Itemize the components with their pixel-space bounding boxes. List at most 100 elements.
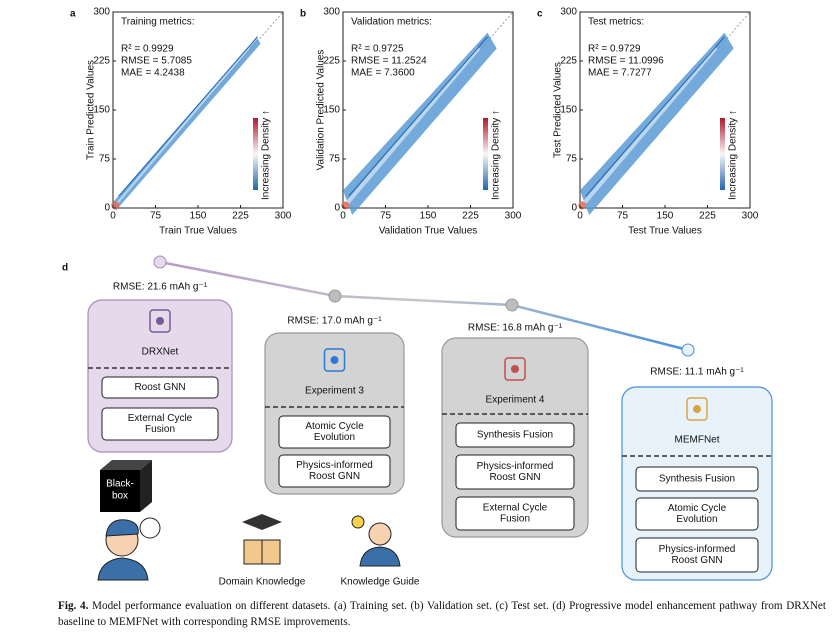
model-icon bbox=[323, 348, 346, 372]
y-tick-label: 225 bbox=[323, 56, 340, 67]
cube-front bbox=[100, 470, 140, 512]
blackbox-label: box bbox=[112, 491, 128, 502]
y-tick-label: 150 bbox=[93, 105, 110, 116]
component-label: Physics-informed bbox=[296, 460, 373, 471]
component-label: Evolution bbox=[676, 514, 717, 525]
density-core-edge bbox=[348, 36, 488, 197]
metric: RMSE = 11.2524 bbox=[351, 56, 427, 67]
density-core-edge bbox=[118, 36, 258, 197]
y-tick-label: 150 bbox=[323, 105, 340, 116]
y-tick-label: 225 bbox=[93, 56, 110, 67]
model-icon bbox=[504, 357, 526, 381]
metrics-title: Test metrics: bbox=[588, 17, 644, 28]
colorbar bbox=[483, 118, 488, 190]
x-tick-label: 0 bbox=[577, 211, 583, 222]
metrics-title: Training metrics: bbox=[121, 17, 195, 28]
x-tick-label: 225 bbox=[462, 211, 479, 222]
y-tick-label: 300 bbox=[93, 7, 110, 18]
component-box bbox=[278, 454, 391, 488]
caption: Fig. 4. Model performance evaluation on … bbox=[58, 598, 826, 630]
colorbar-label: Increasing Density ↑ bbox=[261, 110, 272, 200]
component-label: Physics-informed bbox=[659, 544, 736, 555]
x-tick-label: 150 bbox=[657, 211, 674, 222]
y-tick-label: 150 bbox=[560, 105, 577, 116]
component-label: Synthesis Fusion bbox=[477, 430, 553, 441]
model-icon-dot bbox=[693, 405, 701, 413]
y-tick-label: 75 bbox=[329, 154, 341, 165]
density-core bbox=[115, 47, 250, 206]
x-axis-label: Train True Values bbox=[159, 226, 237, 237]
metric: RMSE = 11.0996 bbox=[588, 56, 664, 67]
component-label: Atomic Cycle bbox=[668, 503, 727, 514]
path-node bbox=[505, 298, 519, 312]
component-label: Atomic Cycle bbox=[305, 421, 364, 432]
person-body bbox=[97, 557, 149, 581]
model-name: Experiment 3 bbox=[305, 386, 364, 397]
x-axis-label: Test True Values bbox=[628, 226, 702, 237]
component-box bbox=[455, 422, 575, 448]
path-node bbox=[681, 343, 695, 357]
cube-side bbox=[140, 460, 152, 512]
rmse-label: RMSE: 21.6 mAh g⁻¹ bbox=[113, 282, 208, 293]
figure: 0 75 150 225 300 0 75 150 225 300 Train True Value… bbox=[62, 7, 773, 588]
x-tick-label: 75 bbox=[150, 211, 162, 222]
x-tick-label: 150 bbox=[190, 211, 207, 222]
component-label: Roost GNN bbox=[489, 472, 540, 483]
component-label: Synthesis Fusion bbox=[659, 474, 735, 485]
x-tick-label: 225 bbox=[232, 211, 249, 222]
x-tick-label: 75 bbox=[617, 211, 629, 222]
y-tick-label: 75 bbox=[566, 154, 578, 165]
component-label: Physics-informed bbox=[477, 461, 554, 472]
y-tick-label: 225 bbox=[560, 56, 577, 67]
y-axis-label: Validation Predicted Values bbox=[316, 50, 327, 171]
component-label: Roost GNN bbox=[134, 382, 185, 393]
component-label: Fusion bbox=[145, 424, 175, 435]
y-tick-label: 300 bbox=[323, 7, 340, 18]
component-label: Fusion bbox=[500, 514, 530, 525]
panel-label: d bbox=[62, 263, 68, 274]
rmse-label: RMSE: 11.1 mAh g⁻¹ bbox=[650, 367, 744, 378]
x-tick-label: 300 bbox=[742, 211, 759, 222]
model-name: Experiment 4 bbox=[486, 395, 545, 406]
component-box bbox=[101, 407, 219, 441]
caption-text: Model performance evaluation on differen… bbox=[58, 600, 826, 628]
colorbar-label: Increasing Density ↑ bbox=[491, 110, 502, 200]
cube-top bbox=[100, 460, 152, 470]
component-box bbox=[455, 496, 575, 531]
model-name: DRXNet bbox=[142, 347, 179, 358]
model-box bbox=[264, 332, 405, 495]
model-icon-dot bbox=[330, 356, 339, 364]
progress-path bbox=[159, 260, 689, 352]
person-hair bbox=[105, 519, 139, 537]
y-tick-label: 0 bbox=[104, 203, 110, 214]
blackbox-label: Black- bbox=[106, 479, 134, 490]
y-tick-label: 0 bbox=[334, 203, 340, 214]
density-cloud bbox=[343, 32, 497, 216]
cap-icon bbox=[242, 514, 282, 530]
component-label: Evolution bbox=[314, 432, 355, 443]
x-tick-label: 225 bbox=[699, 211, 716, 222]
x-axis-label: Validation True Values bbox=[379, 226, 478, 237]
icon-label: Domain Knowledge bbox=[219, 577, 306, 588]
bulb-icon bbox=[351, 515, 365, 529]
thought-bubble bbox=[139, 517, 161, 539]
model-name: MEMFNet bbox=[675, 435, 720, 446]
component-label: Roost GNN bbox=[671, 555, 722, 566]
metric: MAE = 7.3600 bbox=[351, 68, 415, 79]
metric: MAE = 4.2438 bbox=[121, 68, 185, 79]
x-tick-label: 300 bbox=[275, 211, 292, 222]
panel-label: c bbox=[537, 9, 543, 20]
y-axis-label: Test Predicted Values bbox=[553, 62, 564, 158]
component-label: External Cycle bbox=[483, 503, 548, 514]
component-box bbox=[635, 537, 759, 573]
rmse-label: RMSE: 17.0 mAh g⁻¹ bbox=[287, 316, 382, 327]
caption-label: Fig. 4. bbox=[58, 600, 89, 612]
colorbar bbox=[253, 118, 258, 190]
y-tick-label: 75 bbox=[99, 154, 111, 165]
icon-label: Knowledge Guide bbox=[341, 577, 420, 588]
guide-head bbox=[368, 522, 392, 546]
component-box bbox=[101, 376, 219, 399]
x-tick-label: 0 bbox=[340, 211, 346, 222]
metric: RMSE = 5.7085 bbox=[121, 56, 192, 67]
